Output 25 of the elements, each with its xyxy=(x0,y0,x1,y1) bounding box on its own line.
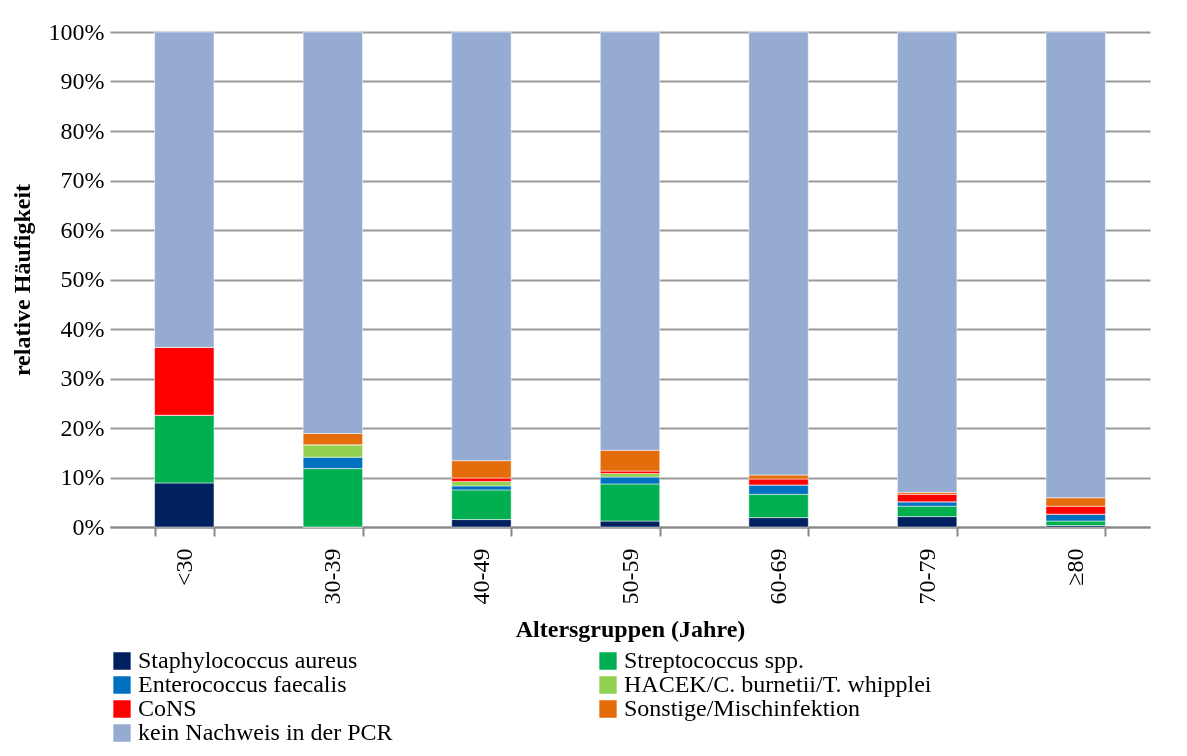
x-tick-label: 60-69 xyxy=(765,548,792,605)
x-tick-label: <30 xyxy=(170,548,197,587)
y-tick-label: 50% xyxy=(60,266,105,292)
y-tick-label: 80% xyxy=(60,117,105,144)
legend-label: Sonstige/Mischinfektion xyxy=(624,695,860,721)
legend-label: CoNS xyxy=(138,695,197,721)
y-axis-title: relative Häufigkeit xyxy=(8,183,35,377)
y-tick-label: 30% xyxy=(60,365,105,391)
legend-label: kein Nachweis in der PCR xyxy=(138,719,393,745)
y-tick-label: 100% xyxy=(48,18,105,45)
x-tick-label: 70-79 xyxy=(913,548,940,605)
x-tick-label: ≥80 xyxy=(1062,548,1089,586)
y-tick-label: 40% xyxy=(60,315,105,342)
x-tick-label: 40-49 xyxy=(467,548,494,605)
y-tick-label: 70% xyxy=(60,167,105,193)
y-tick-label: 10% xyxy=(60,464,105,490)
y-tick-label: 20% xyxy=(60,414,105,441)
y-tick-label: 60% xyxy=(60,216,105,243)
legend-label: Staphylococcus aureus xyxy=(138,647,358,673)
y-tick-label: 90% xyxy=(60,68,105,94)
y-tick-label: 0% xyxy=(72,513,105,540)
x-tick-label: 50-59 xyxy=(616,548,643,605)
x-axis-title: Altersgruppen (Jahre) xyxy=(515,616,746,643)
legend-label: Streptococcus spp. xyxy=(624,647,804,673)
x-tick-label: 30-39 xyxy=(319,548,346,605)
